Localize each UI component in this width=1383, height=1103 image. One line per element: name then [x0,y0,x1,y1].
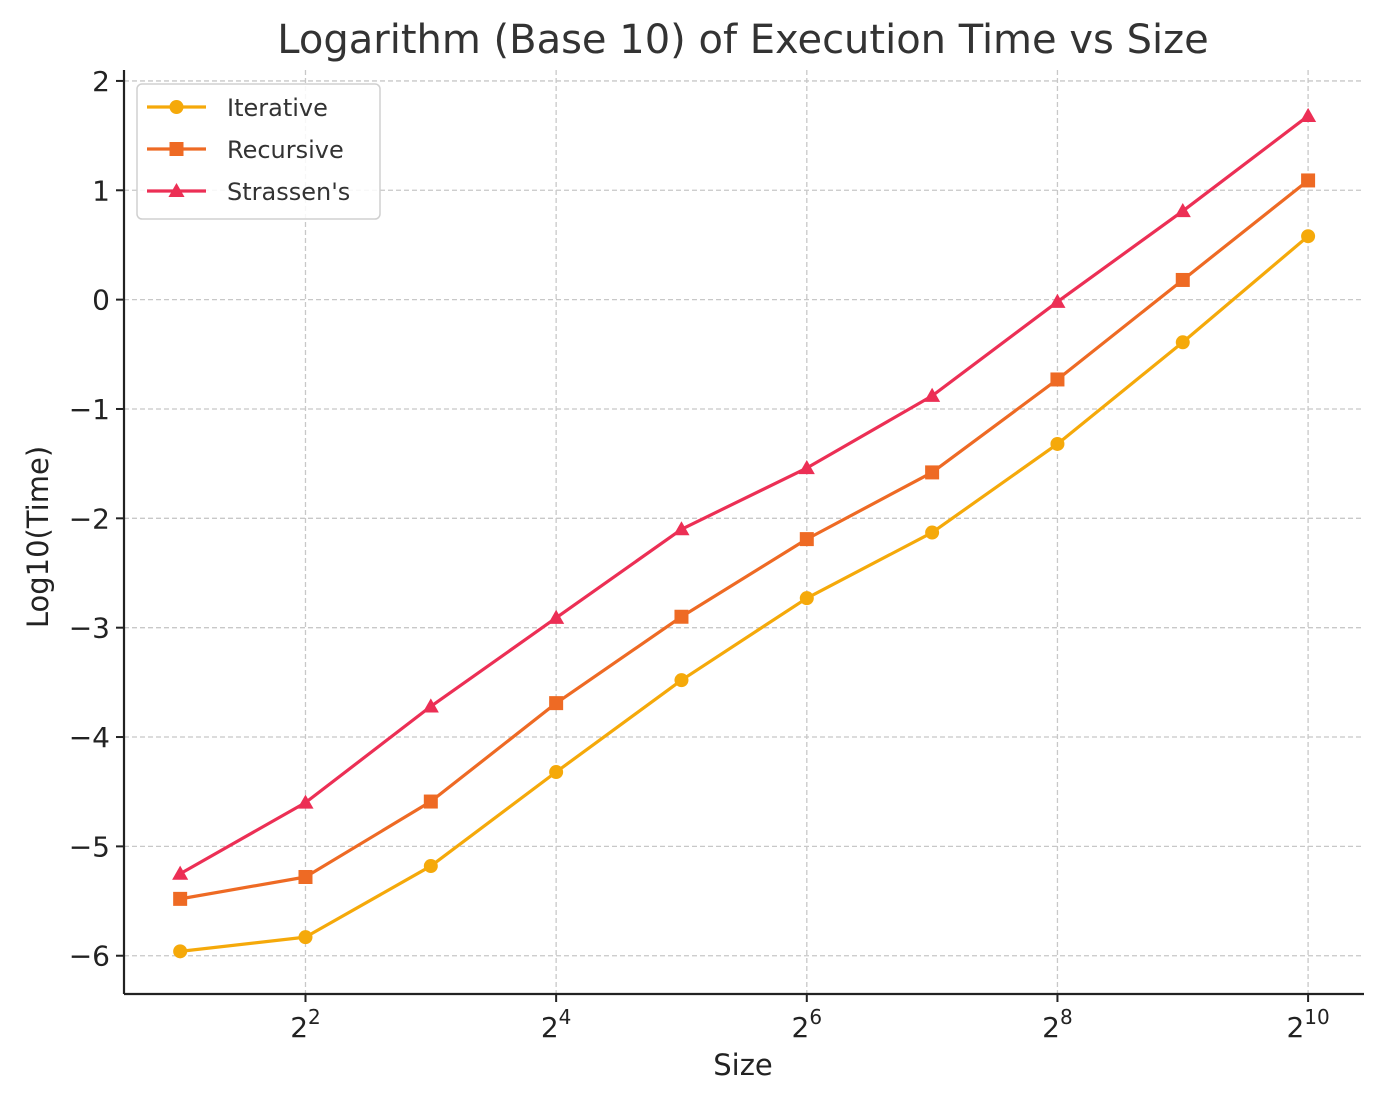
data-point [1300,107,1317,122]
x-tick-label: 24 [541,1005,572,1044]
legend-label: Recursive [227,136,344,164]
series-lines [172,107,1317,959]
data-point [423,859,438,874]
legend-label: Iterative [227,94,328,122]
data-point [422,698,439,713]
y-tick-label: −3 [69,612,110,645]
y-tick-label: −4 [69,721,110,754]
data-point [1174,203,1191,218]
legend-marker [168,182,185,198]
data-point [1301,173,1316,188]
y-tick-label: −1 [69,393,110,426]
data-point [1050,372,1065,387]
data-point [799,591,814,606]
y-axis-label: Log10(Time) [21,446,55,628]
legend-marker [169,142,184,156]
data-point [297,794,314,809]
x-tick-base: 2 [541,1011,559,1044]
x-tick-label: 28 [1042,1005,1073,1044]
data-point [925,525,940,540]
grid [124,70,1364,994]
series-triangle [172,107,1317,880]
x-tick-base: 2 [1042,1011,1060,1044]
data-point [173,944,188,959]
series-line [179,179,1310,901]
data-point [1175,335,1190,350]
x-tick-exponent: 2 [308,1005,321,1029]
data-point [298,930,313,945]
data-point [173,891,188,906]
x-tick-base: 2 [290,1011,308,1044]
legend-label: Strassen's [227,178,350,206]
data-point [298,869,313,884]
data-point [423,794,438,809]
data-point [674,609,689,624]
axes-spines [122,70,1364,996]
x-tick-base: 2 [792,1011,810,1044]
data-point [549,696,564,711]
x-tick-label: 26 [792,1005,823,1044]
x-tick-label: 210 [1286,1005,1329,1044]
data-point [673,521,690,536]
y-tick-label: 2 [92,65,110,98]
x-tick-exponent: 8 [1060,1005,1073,1029]
data-point [1175,272,1190,287]
legend-box [136,83,381,220]
x-tick-exponent: 4 [559,1005,572,1029]
legend-marker [169,100,184,114]
chart-title: Logarithm (Base 10) of Execution Time vs… [277,17,1208,63]
y-tick-label: −5 [69,830,110,863]
series-line [179,114,1310,876]
data-point [924,387,941,402]
y-tick-label: −2 [69,502,110,535]
data-point [549,765,564,780]
x-axis-label: Size [713,1048,773,1082]
data-point [172,865,189,880]
series-line [179,234,1310,953]
data-point [674,673,689,688]
legend: Iterative Recursive Strassen's [136,83,381,220]
x-tick-label: 22 [290,1005,321,1044]
x-tick-exponent: 10 [1304,1005,1329,1029]
series-circle [173,229,1316,959]
data-point [1049,293,1066,308]
data-point [1050,436,1065,451]
data-point [799,532,814,547]
data-point [798,459,815,475]
y-tick-label: 1 [92,174,110,207]
x-tick-exponent: 6 [809,1005,822,1029]
x-tick-base: 2 [1286,1011,1304,1044]
data-point [548,609,565,624]
y-tick-label: 0 [92,284,110,317]
data-point [1301,229,1316,244]
series-square [173,173,1316,906]
y-tick-label: −6 [69,940,110,973]
data-point [925,465,940,480]
